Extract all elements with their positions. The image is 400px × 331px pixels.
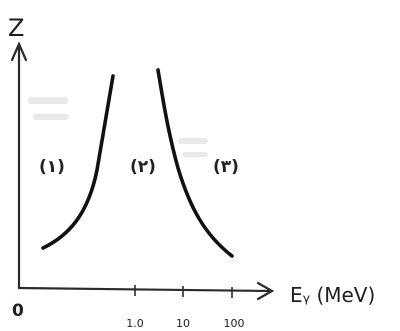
region-label-3: (۳) xyxy=(213,157,239,177)
x-axis xyxy=(17,286,272,293)
x-tick-label-3: 100 xyxy=(224,317,245,330)
y-axis-arrow xyxy=(10,41,28,62)
boundary-curve-right xyxy=(156,68,234,258)
x-ticks xyxy=(134,285,233,298)
x-axis-label: Eᵧ (MeV) xyxy=(290,283,375,307)
boundary-curve-left xyxy=(41,74,115,250)
region-label-2: (۲) xyxy=(130,157,156,177)
background-smudges xyxy=(28,97,208,157)
x-tick-label-1: 1.0 xyxy=(126,317,144,330)
x-tick-label-2: 10 xyxy=(176,317,190,330)
origin-label: 0 xyxy=(12,301,24,321)
y-axis-label: Z xyxy=(8,14,24,42)
x-axis-arrow xyxy=(256,281,275,301)
region-label-1: (۱) xyxy=(39,157,65,177)
